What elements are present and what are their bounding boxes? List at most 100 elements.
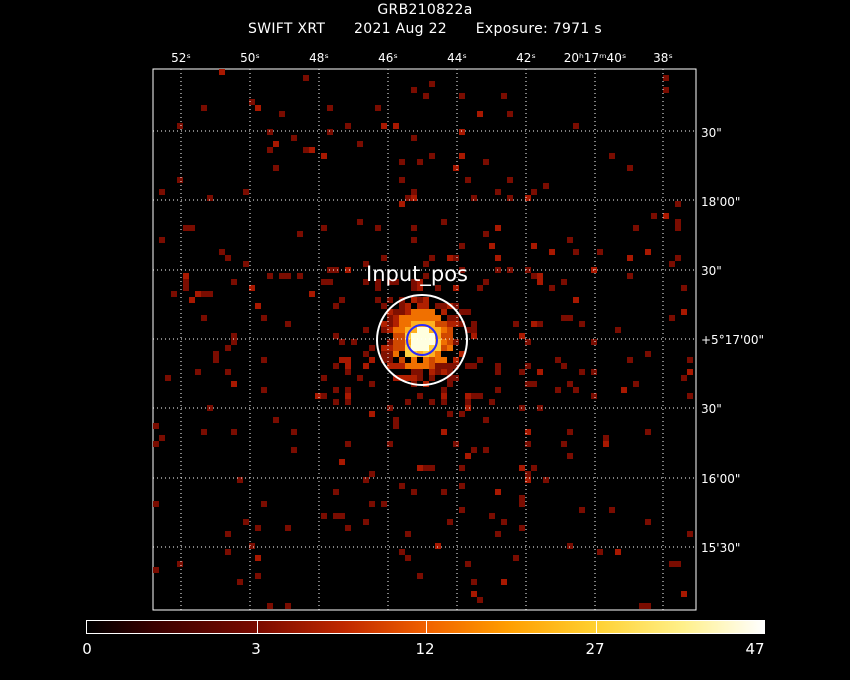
photon-pixel bbox=[567, 381, 573, 387]
photon-pixel bbox=[453, 315, 459, 321]
photon-pixel bbox=[267, 129, 273, 135]
instrument-label: SWIFT XRT bbox=[248, 21, 326, 37]
photon-pixel bbox=[249, 285, 255, 291]
photon-pixel bbox=[363, 519, 369, 525]
photon-pixel bbox=[435, 285, 441, 291]
ra-tick-label: 44ˢ bbox=[447, 51, 467, 65]
photon-pixel bbox=[183, 225, 189, 231]
photon-pixel bbox=[339, 297, 345, 303]
photon-pixel bbox=[417, 303, 423, 309]
photon-pixel bbox=[393, 333, 399, 339]
photon-pixel bbox=[483, 279, 489, 285]
photon-pixel bbox=[429, 345, 435, 351]
photon-pixel bbox=[669, 261, 675, 267]
photon-pixel bbox=[417, 297, 423, 303]
photon-pixel bbox=[501, 519, 507, 525]
photon-pixel bbox=[369, 357, 375, 363]
photon-pixel bbox=[315, 393, 321, 399]
photon-pixel bbox=[423, 333, 429, 339]
photon-pixel bbox=[435, 315, 441, 321]
photon-pixel bbox=[681, 285, 687, 291]
photon-pixel bbox=[387, 363, 393, 369]
photon-pixel bbox=[561, 363, 567, 369]
photon-pixel bbox=[243, 519, 249, 525]
photon-pixel bbox=[435, 363, 441, 369]
photon-pixel bbox=[471, 333, 477, 339]
photon-pixel bbox=[411, 195, 417, 201]
photon-pixel bbox=[669, 561, 675, 567]
photon-pixel bbox=[429, 321, 435, 327]
photon-pixel bbox=[537, 405, 543, 411]
photon-pixel bbox=[303, 147, 309, 153]
photon-pixel bbox=[429, 153, 435, 159]
photon-pixel bbox=[495, 531, 501, 537]
photon-pixel bbox=[429, 309, 435, 315]
photon-pixel bbox=[495, 255, 501, 261]
photon-pixel bbox=[507, 177, 513, 183]
photon-pixel bbox=[447, 519, 453, 525]
photon-pixel bbox=[429, 369, 435, 375]
photon-pixel bbox=[345, 387, 351, 393]
photon-pixel bbox=[231, 381, 237, 387]
photon-pixel bbox=[519, 501, 525, 507]
photon-pixel bbox=[327, 279, 333, 285]
colorbar-tick bbox=[426, 621, 427, 633]
photon-pixel bbox=[267, 603, 273, 609]
photon-pixel bbox=[465, 399, 471, 405]
photon-pixel bbox=[321, 225, 327, 231]
photon-pixel bbox=[465, 561, 471, 567]
photon-pixel bbox=[387, 357, 393, 363]
photon-pixel bbox=[399, 177, 405, 183]
photon-pixel bbox=[417, 363, 423, 369]
photon-pixel bbox=[345, 525, 351, 531]
photon-pixel bbox=[177, 123, 183, 129]
colorbar bbox=[86, 620, 765, 634]
photon-pixel bbox=[375, 285, 381, 291]
photon-pixel bbox=[417, 315, 423, 321]
photon-pixel bbox=[207, 291, 213, 297]
photon-pixel bbox=[411, 285, 417, 291]
photon-pixel bbox=[663, 75, 669, 81]
photon-pixel bbox=[429, 81, 435, 87]
photon-pixel bbox=[423, 321, 429, 327]
photon-pixel bbox=[519, 525, 525, 531]
photon-pixel bbox=[195, 369, 201, 375]
photon-pixel bbox=[417, 327, 423, 333]
photon-pixel bbox=[411, 339, 417, 345]
colorbar-label: 27 bbox=[585, 640, 605, 658]
photon-pixel bbox=[579, 321, 585, 327]
photon-pixel bbox=[573, 123, 579, 129]
photon-pixel bbox=[405, 315, 411, 321]
photon-pixel bbox=[663, 87, 669, 93]
photon-pixel bbox=[459, 129, 465, 135]
photon-pixel bbox=[381, 123, 387, 129]
photon-pixel bbox=[471, 321, 477, 327]
photon-pixel bbox=[453, 339, 459, 345]
photon-pixel bbox=[333, 333, 339, 339]
photon-pixel bbox=[201, 291, 207, 297]
photon-pixel bbox=[369, 411, 375, 417]
photon-pixel bbox=[153, 567, 159, 573]
photon-pixel bbox=[627, 357, 633, 363]
photon-pixel bbox=[459, 153, 465, 159]
photon-pixel bbox=[363, 279, 369, 285]
photon-pixel bbox=[561, 441, 567, 447]
photon-pixel bbox=[531, 321, 537, 327]
photon-pixel bbox=[393, 327, 399, 333]
photon-pixel bbox=[609, 153, 615, 159]
photon-pixel bbox=[405, 351, 411, 357]
photon-pixel bbox=[591, 369, 597, 375]
photon-pixel bbox=[471, 579, 477, 585]
photon-pixel bbox=[633, 225, 639, 231]
photon-pixel bbox=[495, 363, 501, 369]
photon-pixel bbox=[417, 285, 423, 291]
photon-pixel bbox=[423, 297, 429, 303]
photon-pixel bbox=[489, 243, 495, 249]
photon-pixel bbox=[477, 597, 483, 603]
photon-pixel bbox=[627, 255, 633, 261]
photon-pixel bbox=[399, 321, 405, 327]
photon-pixel bbox=[489, 399, 495, 405]
photon-pixel bbox=[615, 549, 621, 555]
photon-pixel bbox=[417, 309, 423, 315]
photon-pixel bbox=[423, 273, 429, 279]
